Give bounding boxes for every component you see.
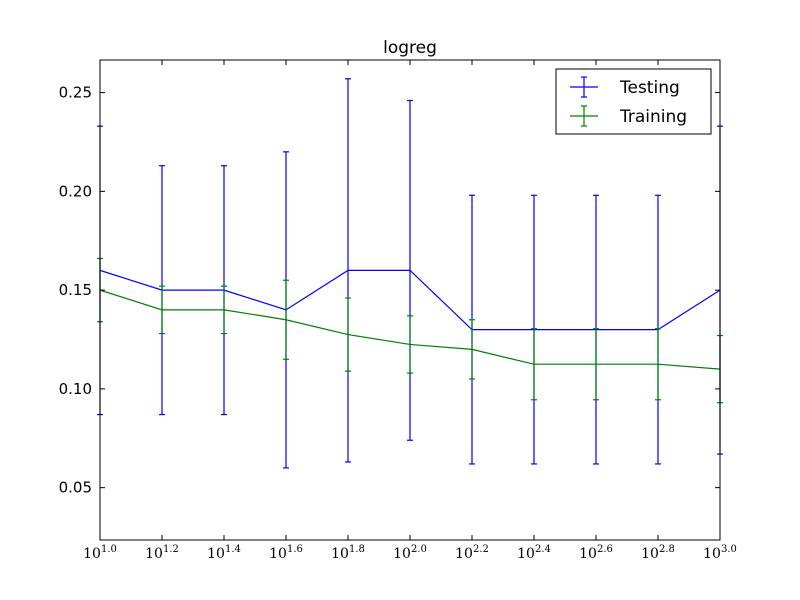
- x-tick-label: 102.8: [641, 544, 675, 562]
- y-tick-label: 0.25: [59, 84, 92, 102]
- legend-item-testing: Testing: [570, 76, 680, 98]
- x-tick-exponent: 2.6: [597, 544, 613, 555]
- x-tick-label: 101.0: [83, 544, 117, 562]
- x-tick-exponent: 1.4: [225, 544, 241, 555]
- x-tick-exponent: 2.0: [411, 544, 427, 555]
- x-tick-base: 10: [145, 546, 163, 562]
- x-tick-base: 10: [393, 546, 411, 562]
- x-tick-base: 10: [331, 546, 349, 562]
- x-tick-label: 102.4: [517, 544, 551, 562]
- x-tick-label: 101.2: [145, 544, 179, 562]
- y-tick-label: 0.20: [59, 182, 92, 200]
- legend-label: Training: [619, 107, 687, 127]
- testing-line: [99, 269, 721, 331]
- x-tick-exponent: 2.4: [535, 544, 551, 555]
- x-tick-exponent: 1.6: [287, 544, 303, 555]
- legend-box: [555, 68, 712, 135]
- x-tick-base: 10: [579, 546, 597, 562]
- chart-title: logreg: [383, 38, 437, 58]
- x-tick-base: 10: [703, 546, 721, 562]
- legend: Testing Training: [555, 68, 712, 135]
- x-tick-label: 102.0: [393, 544, 427, 562]
- legend-item-training: Training: [570, 105, 687, 127]
- x-tick-base: 10: [517, 546, 535, 562]
- x-tick-exponent: 2.2: [473, 544, 489, 555]
- x-tick-base: 10: [83, 546, 101, 562]
- x-tick-base: 10: [455, 546, 473, 562]
- x-tick-base: 10: [641, 546, 659, 562]
- x-tick-base: 10: [269, 546, 287, 562]
- x-tick-label: 101.6: [269, 544, 303, 562]
- x-tick-label: 101.8: [331, 544, 365, 562]
- y-tick-label: 0.15: [59, 281, 92, 299]
- legend-label: Testing: [619, 78, 680, 98]
- y-tick-label: 0.05: [59, 479, 92, 497]
- y-tick-label: 0.10: [59, 380, 92, 398]
- x-tick-label: 102.6: [579, 544, 613, 562]
- x-tick-exponent: 3.0: [721, 544, 737, 555]
- x-tick-exponent: 2.8: [659, 544, 675, 555]
- training-line: [99, 289, 721, 370]
- x-tick-exponent: 1.0: [101, 544, 117, 555]
- x-tick-label: 102.2: [455, 544, 489, 562]
- x-tick-base: 10: [207, 546, 225, 562]
- x-tick-label: 101.4: [207, 544, 241, 562]
- x-tick-exponent: 1.8: [349, 544, 365, 555]
- x-tick-exponent: 1.2: [163, 544, 179, 555]
- x-tick-label: 103.0: [703, 544, 737, 562]
